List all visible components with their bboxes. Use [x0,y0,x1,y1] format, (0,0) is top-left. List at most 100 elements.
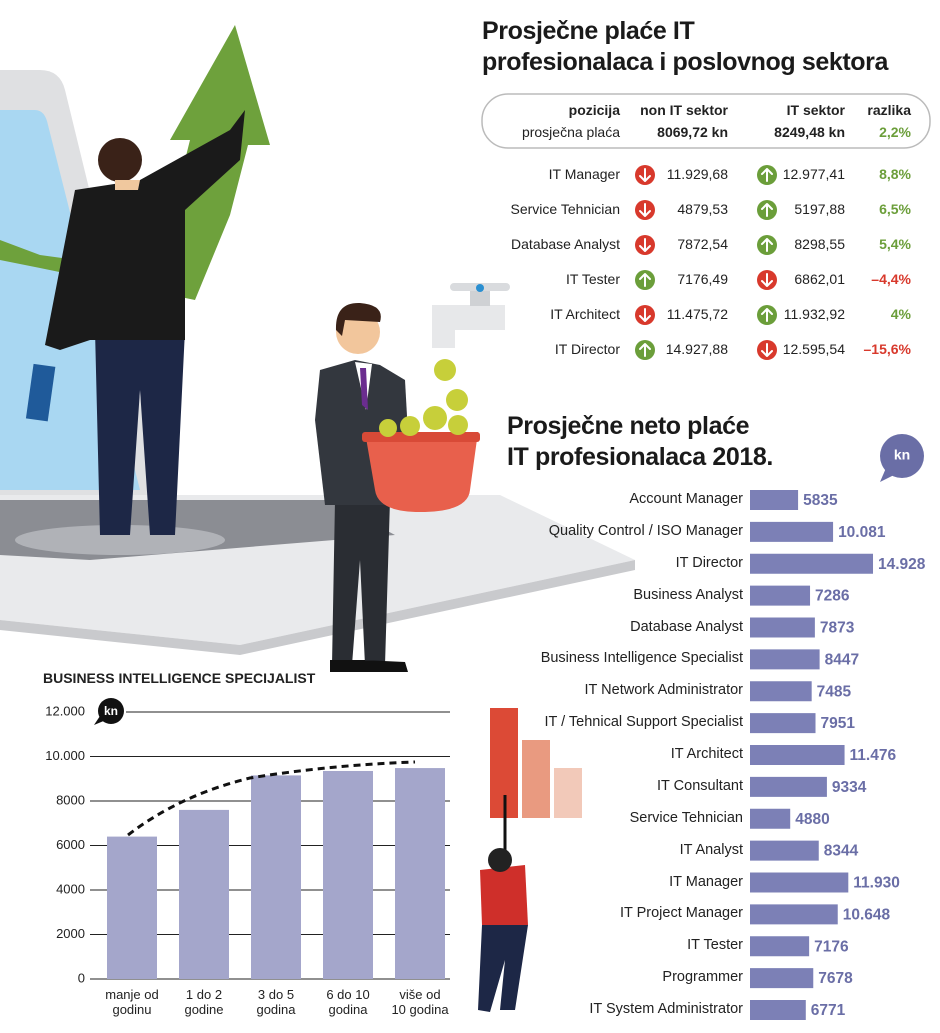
red-man-head [488,848,512,872]
trend-arrow [639,238,651,252]
non-it-value: 7176,49 [677,271,728,287]
value-label: 4880 [795,811,829,828]
faucet-cap [476,284,484,292]
unit-label: kn [894,447,910,463]
man-body [45,110,245,350]
bar [750,872,849,893]
trend-arrow [639,273,651,287]
trend-arrow [761,168,773,182]
bar [750,490,799,510]
value-label: 14.928 [878,556,926,573]
bar [323,770,373,979]
trend-arrow [639,203,651,217]
bar [750,776,827,797]
table-summary: prosječna plaća [521,124,620,140]
trend-line [127,760,416,837]
category-label: IT Consultant [657,777,743,794]
tie [360,368,368,410]
man2-legs [332,500,390,665]
trend-arrow [761,203,773,217]
category-label: Quality Control / ISO Manager [548,522,743,539]
value-label: 6771 [811,1002,846,1019]
value-label: 8344 [824,843,859,860]
non-it-value: 11.475,72 [666,306,728,322]
category-label: Programmer [662,969,743,986]
y-tick-label: 0 [78,970,85,985]
table-summary: 2,2% [879,124,911,140]
man-head [98,138,142,182]
x-tick-label: 3 do 5 godina [256,987,296,1017]
y-tick-label: 10.000 [45,748,85,763]
red-man-body [480,865,528,925]
value-label: 5835 [803,492,838,509]
bar [750,936,810,957]
value-label: 11.476 [850,747,897,764]
category-label: Account Manager [629,491,743,507]
non-it-value: 4879,53 [677,201,728,217]
summary-box [481,93,931,149]
bar [750,904,838,925]
laptop-edge [0,560,635,655]
category-label: Database Analyst [630,618,743,635]
category-label: IT Project Manager [619,905,743,922]
table-summary: 8069,72 kn [657,124,728,140]
bar [750,681,812,702]
chart-title: Prosječne neto plaće IT profesionalaca 2… [507,412,773,472]
category-label: IT Network Administrator [584,682,743,699]
bar [750,713,816,734]
man2-hair [335,302,381,336]
trend-arrow [761,343,773,357]
bar [750,649,820,670]
value-label: 10.081 [838,524,886,541]
category-label: Business Intelligence Specialist [540,650,743,667]
category-label: IT Manager [669,873,743,890]
y-tick-label: 2000 [56,926,85,941]
diff-value: –4,4% [871,271,911,287]
value-label: 8447 [825,651,859,668]
deco-bar [522,740,550,818]
chart-title: BUSINESS INTELLIGENCE SPECIJALIST [43,670,316,686]
diff-value: –15,6% [863,341,911,357]
x-tick-label: 6 do 10 godina [326,987,370,1017]
category-label: IT Tester [687,937,743,954]
bar [179,809,229,979]
non-it-value: 11.929,68 [666,166,728,182]
bar [750,840,819,861]
table-summary: 8249,48 kn [774,124,845,140]
bar [750,1000,806,1020]
unit-bubble-tail [94,716,106,725]
it-value: 11.932,92 [783,306,845,322]
faucet [432,305,505,348]
row-label: Service Tehnician [510,201,620,217]
diff-value: 5,4% [879,236,911,252]
value-label: 7873 [820,620,855,637]
value-label: 9334 [832,779,867,796]
coins [379,359,468,437]
y-tick-label: 8000 [56,792,85,807]
it-value: 8298,55 [794,236,845,252]
y-tick-label: 6000 [56,837,85,852]
bar [750,553,874,574]
category-label: IT Architect [670,746,743,762]
bar [750,745,845,765]
trend-arrow [639,308,651,322]
bar [395,768,445,979]
value-label: 10.648 [843,906,891,923]
diff-value: 4% [890,306,911,322]
category-label: Business Analyst [633,586,743,603]
man-legs [95,330,185,535]
non-it-value: 14.927,88 [665,341,728,357]
y-tick-label: 12.000 [45,703,85,718]
it-value: 6862,01 [794,271,845,287]
x-tick-label: više od 10 godina [391,987,449,1017]
non-it-value: 7872,54 [677,236,728,252]
bar [251,775,301,979]
value-label: 7485 [817,683,852,700]
category-label: IT Director [675,554,743,571]
row-label: IT Tester [566,271,620,287]
table-header: razlika [867,102,911,118]
unit-bubble [880,434,924,478]
bar [750,808,791,829]
